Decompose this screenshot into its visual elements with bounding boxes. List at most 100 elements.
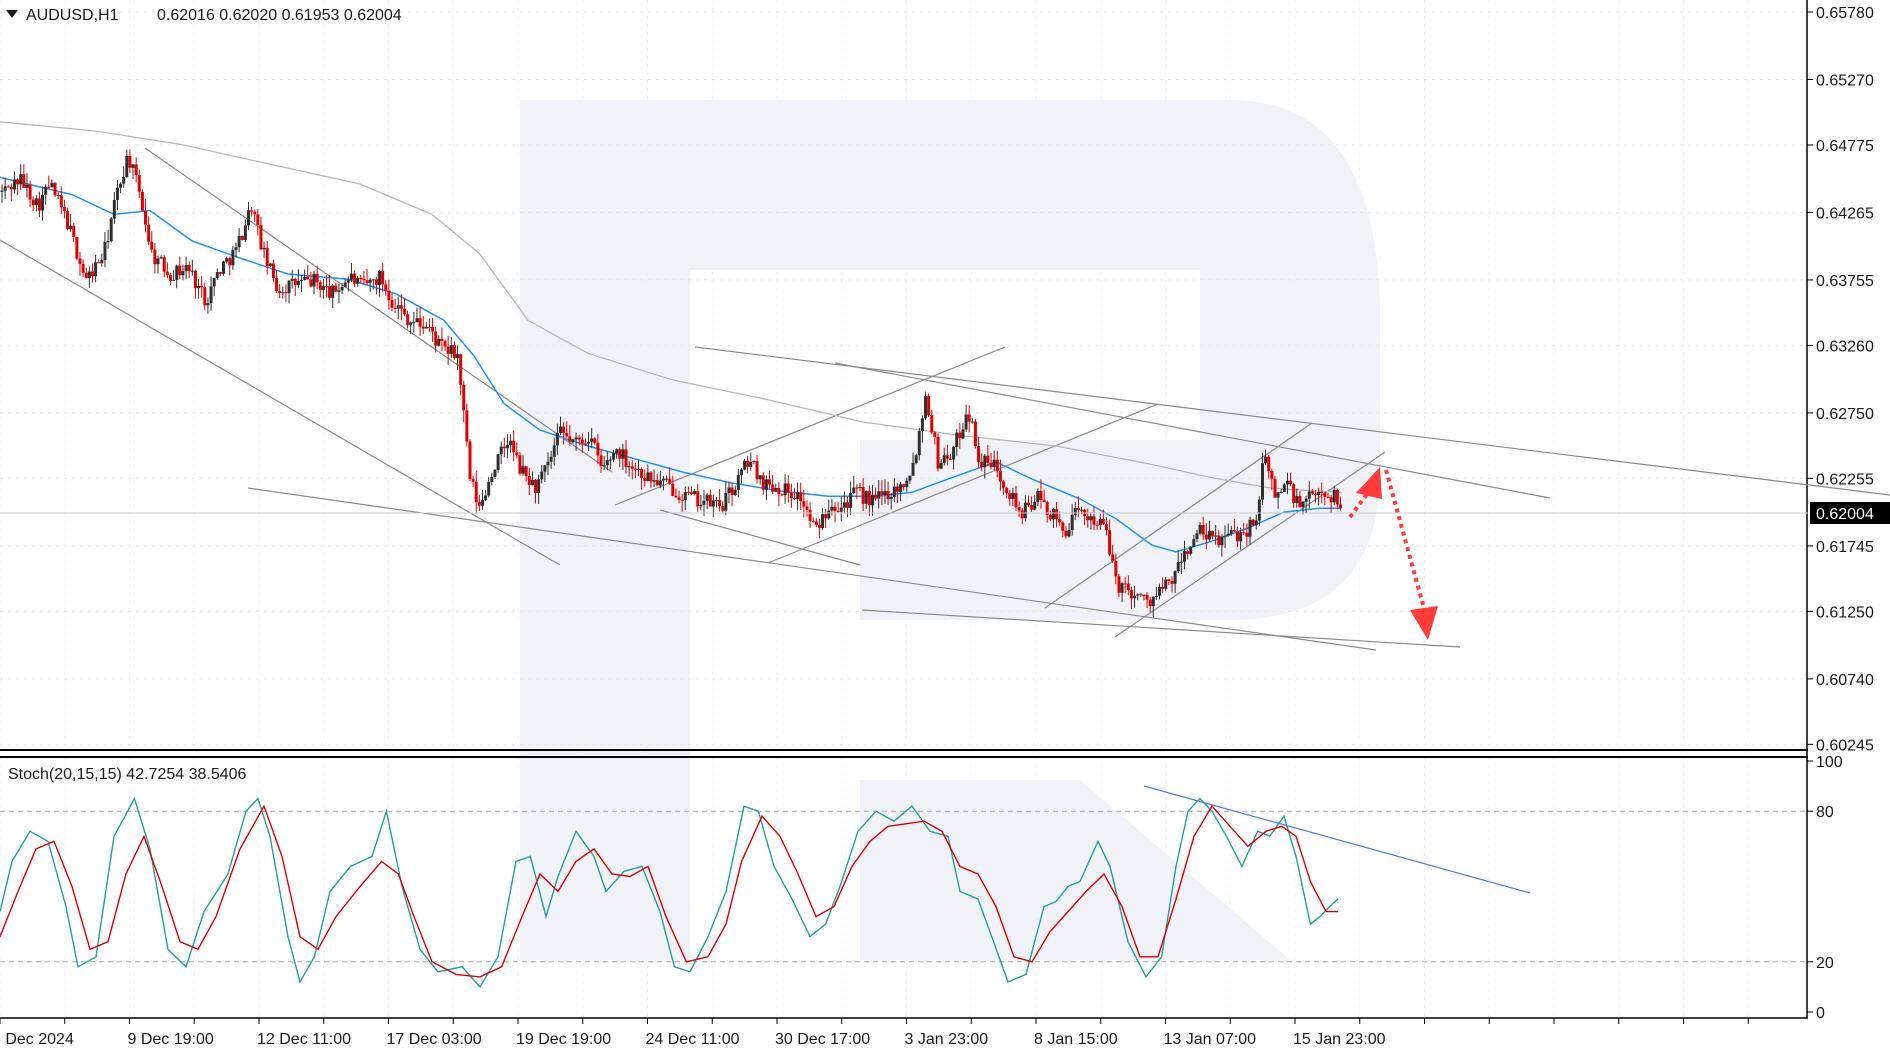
candle-body: [752, 461, 756, 463]
candle-body: [633, 468, 637, 470]
price-tick-label: 0.60740: [1816, 672, 1874, 689]
candle-body: [309, 279, 313, 287]
candle-body: [537, 479, 541, 493]
candle-body: [1048, 514, 1052, 520]
candle-body: [25, 184, 29, 188]
candle-body: [278, 291, 282, 294]
forecast-arrow-down-head: [1410, 606, 1438, 640]
candle-body: [718, 500, 722, 506]
candle-body: [119, 183, 123, 188]
candle-body: [905, 480, 909, 487]
candle-body: [705, 494, 709, 501]
candle-body: [964, 414, 968, 430]
candle-body: [942, 455, 946, 463]
candle-body: [134, 164, 138, 175]
candle-body: [980, 461, 984, 468]
candle-body: [147, 224, 151, 242]
candle-body: [44, 186, 48, 195]
candle-body: [1145, 594, 1149, 600]
candle-body: [624, 449, 628, 468]
candle-body: [1161, 587, 1165, 589]
candle-body: [206, 303, 210, 306]
candle-body: [886, 491, 890, 499]
candle-body: [181, 271, 185, 276]
candle-body: [1326, 496, 1330, 498]
candle-body: [739, 469, 743, 475]
candle-body: [1104, 524, 1108, 531]
candle-body: [1030, 505, 1034, 510]
candle-body: [1289, 480, 1293, 485]
candle-body: [958, 432, 962, 439]
candle-body: [917, 431, 921, 456]
candle-body: [296, 280, 300, 286]
candle-body: [459, 354, 463, 385]
candle-body: [852, 487, 856, 494]
trendline-wedge-down-1: [659, 509, 861, 566]
trendline-lower-support: [861, 609, 1461, 648]
price-tick-label: 0.62750: [1816, 406, 1874, 423]
candle-body: [902, 484, 906, 487]
candle-body: [0, 190, 4, 192]
candle-body: [97, 262, 101, 264]
candle-body: [399, 305, 403, 309]
candle-body: [349, 273, 353, 280]
candle-body: [874, 494, 878, 499]
candle-body: [948, 458, 952, 460]
candle-body: [456, 354, 460, 359]
candle-body: [3, 186, 7, 191]
candle-body: [1179, 561, 1183, 563]
candle-body: [730, 487, 734, 495]
candle-body: [290, 278, 294, 281]
price-tick-label: 0.64265: [1816, 205, 1874, 222]
candle-body: [1070, 514, 1074, 530]
candle-body: [103, 241, 107, 261]
candle-body: [789, 492, 793, 499]
candle-body: [106, 241, 110, 243]
candle-body: [212, 278, 216, 287]
candle-body: [293, 278, 297, 286]
candle-body: [112, 199, 116, 219]
candle-body: [243, 225, 247, 241]
candle-body: [268, 263, 272, 267]
candle-body: [780, 494, 784, 496]
candle-body: [1092, 516, 1096, 525]
trendline-long-resistance: [694, 346, 1890, 496]
candle-body: [839, 507, 843, 512]
candle-body: [53, 182, 57, 196]
candle-body: [802, 501, 806, 507]
current-price-value: 0.62004: [1816, 506, 1874, 523]
candle-body: [159, 257, 163, 259]
candle-body: [658, 480, 662, 486]
candle-body: [652, 480, 656, 482]
time-tick-label: 9 Dec 19:00: [128, 1031, 214, 1048]
candle-body: [1301, 501, 1305, 508]
candle-body: [571, 439, 575, 442]
candle-body: [321, 286, 325, 290]
candle-body: [671, 483, 675, 496]
trendline-wedge-up-1: [614, 346, 1006, 506]
candle-body: [125, 155, 129, 178]
stoch-tick-label: 80: [1816, 804, 1834, 821]
candle-body: [265, 247, 269, 267]
ma-fast-line: [0, 176, 1342, 553]
candle-body: [1242, 532, 1246, 534]
candle-body: [833, 506, 837, 511]
candle-body: [973, 421, 977, 447]
candle-body: [331, 285, 335, 298]
candle-body: [989, 462, 993, 468]
dropdown-triangle-icon[interactable]: [6, 10, 18, 18]
candle-body: [31, 199, 35, 206]
candle-body: [920, 418, 924, 432]
candle-body: [558, 426, 562, 433]
candle-body: [1282, 484, 1286, 492]
candle-body: [711, 500, 715, 507]
candle-body: [231, 249, 235, 266]
candle-body: [84, 272, 88, 279]
candle-body: [1114, 561, 1118, 577]
candle-body: [1045, 501, 1049, 515]
candle-body: [792, 498, 796, 500]
stoch-grid: [0, 757, 1807, 1018]
candle-body: [402, 308, 406, 315]
candle-body: [899, 484, 903, 492]
chart-header: AUDUSD,H1 0.62016 0.62020 0.61953 0.6200…: [6, 7, 402, 24]
